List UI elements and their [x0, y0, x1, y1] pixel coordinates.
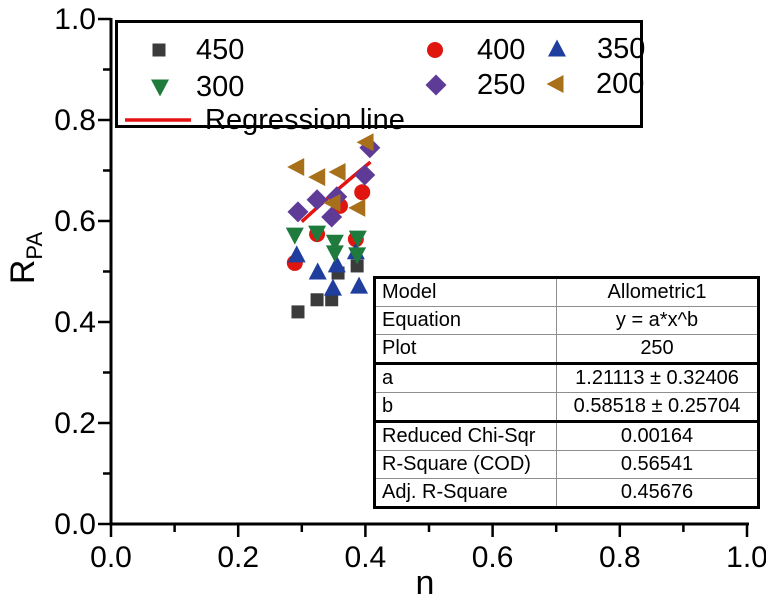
row-value: 250	[556, 334, 759, 364]
triangle-left-glyph	[546, 75, 564, 93]
table-row: Model Allometric1	[374, 277, 759, 307]
table-row: R-Square (COD) 0.56541	[374, 450, 759, 479]
data-point-250	[306, 189, 328, 211]
data-point-200	[348, 198, 366, 217]
x-tick-label: 1.0	[726, 541, 766, 574]
row-label: Reduced Chi-Sqr	[374, 420, 557, 451]
legend-label-200: 200	[596, 68, 645, 100]
table-row: a 1.21113 ± 0.32406	[374, 362, 759, 393]
legend-item-regression: Regression line	[123, 104, 405, 136]
data-point-450	[325, 293, 339, 307]
x-axis-title: n	[415, 564, 435, 602]
data-point-250	[354, 164, 376, 186]
legend-item-350: 350	[545, 33, 646, 65]
data-point-350	[287, 245, 306, 263]
y-axis-title-base: R	[4, 259, 42, 285]
data-point-200	[356, 133, 374, 152]
row-label: Model	[374, 277, 557, 307]
table-row: b 0.58518 ± 0.25704	[374, 392, 759, 422]
data-point-450	[350, 259, 364, 273]
square-glyph	[152, 43, 166, 57]
legend-item-200: 200	[544, 68, 645, 100]
x-tick-label: 0.6	[472, 541, 514, 574]
legend-item-400: 400	[423, 34, 526, 66]
circle-marker-icon	[427, 42, 443, 58]
data-point-350	[308, 262, 327, 280]
data-point-450	[310, 293, 324, 307]
row-label: Plot	[374, 334, 557, 364]
data-point-350	[327, 255, 346, 273]
data-point-300	[325, 245, 344, 263]
legend-box: 450 400 350 300 250 200 Regression line	[115, 20, 646, 135]
row-value: 1.21113 ± 0.32406	[556, 362, 759, 393]
legend-label-450: 450	[196, 34, 245, 66]
row-label: a	[374, 362, 557, 393]
table-row: Equation y = a*x^b	[374, 306, 759, 335]
circle-glyph	[427, 42, 443, 58]
legend-label-regression: Regression line	[205, 104, 405, 136]
y-axis-title: RPA	[4, 198, 47, 318]
diamond-marker-icon	[425, 74, 447, 96]
legend-item-300: 300	[148, 71, 245, 103]
data-point-200	[328, 163, 346, 182]
row-label: b	[374, 392, 557, 422]
table-row: Plot 250	[374, 334, 759, 364]
triangle-up-glyph	[548, 39, 566, 57]
x-tick-label: 0.2	[217, 541, 259, 574]
row-value: 0.58518 ± 0.25704	[556, 392, 759, 422]
y-tick-label: 0.0	[54, 508, 96, 541]
legend-item-450: 450	[147, 34, 245, 66]
data-point-250	[321, 206, 343, 228]
row-value: Allometric1	[556, 277, 759, 307]
table-row: Reduced Chi-Sqr 0.00164	[374, 420, 759, 451]
x-tick-label: 0.0	[90, 541, 132, 574]
x-tick-label: 0.8	[599, 541, 641, 574]
data-point-250	[287, 201, 309, 223]
triangle-down-glyph	[151, 79, 169, 97]
fit-results-table: Model Allometric1 Equation y = a*x^b Plo…	[373, 276, 760, 509]
data-point-300	[308, 225, 327, 243]
row-label: Equation	[374, 306, 557, 335]
y-tick-label: 1.0	[54, 3, 96, 36]
y-tick-label: 0.6	[54, 205, 96, 238]
table-row: Adj. R-Square 0.45676	[374, 478, 759, 508]
y-tick-label: 0.2	[54, 407, 96, 440]
triangle-down-marker-icon	[151, 79, 169, 97]
square-marker-icon	[152, 43, 166, 57]
diamond-glyph	[425, 74, 447, 96]
data-point-350	[323, 278, 342, 296]
data-point-200	[323, 193, 341, 212]
data-point-300	[348, 247, 367, 265]
data-point-400	[354, 184, 371, 201]
data-point-300	[348, 230, 367, 248]
legend-label-400: 400	[477, 34, 526, 66]
legend-item-250: 250	[424, 69, 526, 101]
legend-label-300: 300	[196, 71, 245, 103]
y-tick-label: 0.8	[54, 104, 96, 137]
data-point-200	[287, 157, 305, 176]
x-tick-label: 0.4	[345, 541, 387, 574]
data-point-200	[308, 168, 326, 187]
data-point-300	[285, 227, 304, 245]
regression-line-icon	[125, 118, 191, 122]
row-value: y = a*x^b	[556, 306, 759, 335]
row-value: 0.56541	[556, 450, 759, 479]
legend-label-350: 350	[597, 33, 646, 65]
data-point-450	[291, 305, 305, 319]
legend-label-250: 250	[477, 69, 526, 101]
triangle-up-marker-icon	[548, 39, 566, 57]
row-value: 0.00164	[556, 420, 759, 451]
y-tick-label: 0.4	[54, 306, 96, 339]
triangle-left-marker-icon	[546, 75, 564, 93]
data-point-350	[350, 276, 369, 294]
row-value: 0.45676	[556, 478, 759, 508]
row-label: R-Square (COD)	[374, 450, 557, 479]
y-axis-title-subscript: PA	[21, 231, 47, 260]
row-label: Adj. R-Square	[374, 478, 557, 508]
data-point-300	[325, 234, 344, 252]
